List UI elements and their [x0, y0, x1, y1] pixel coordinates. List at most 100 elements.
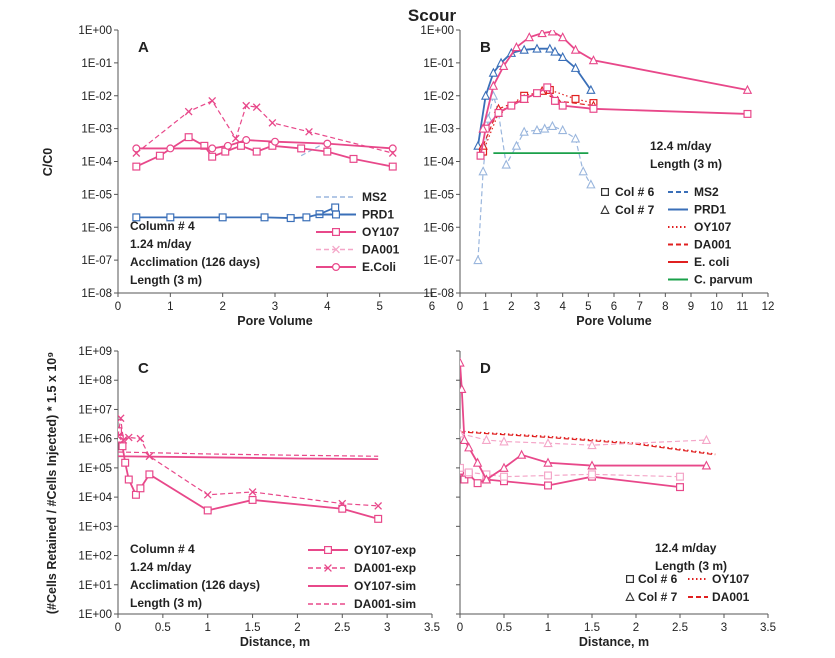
series-square-point [543, 83, 552, 92]
legend-label: OY107 [362, 225, 400, 239]
y-tick-label: 1E-03 [81, 124, 112, 136]
x-tick-label: 4 [559, 301, 566, 313]
y-tick-label: 1E-01 [423, 58, 454, 70]
legend-label: DA001 [362, 243, 400, 257]
series-square-point [118, 442, 127, 451]
y-tick-label: 1E-08 [423, 288, 454, 300]
series-triangle-point [578, 166, 588, 176]
x-tick-label: 0 [457, 622, 463, 634]
series-triangle-point [488, 80, 499, 90]
series-square-point [494, 108, 503, 117]
series-oy107 [132, 133, 397, 171]
series-triangle-point [473, 254, 483, 265]
legend-triangle-point [625, 591, 635, 601]
series-triangle-point [499, 436, 509, 446]
series-triangle-point [460, 357, 465, 367]
bottom-y-axis-label: (#Cells Retained / #Cells Injected) * 1.… [45, 352, 59, 614]
x-tick-label: 6 [429, 301, 435, 313]
y-tick-label: 1E-04 [423, 157, 454, 169]
x-tick-label: 5 [376, 301, 382, 313]
series-circle-point [242, 136, 251, 145]
series-triangle-point [586, 179, 596, 189]
annotation-b: 12.4 m/day Length (3 m) [650, 139, 722, 171]
series-square-point [476, 151, 485, 160]
series-square-point [331, 203, 340, 212]
series-square-point [252, 147, 261, 156]
series-da001-exp [118, 414, 383, 510]
series-square-point [124, 475, 133, 484]
series-triangle-point [547, 30, 558, 36]
x-tick-label: 12 [762, 301, 775, 313]
x-tick-label: 1 [545, 622, 551, 634]
series-square-point [121, 458, 130, 467]
series-square-point [550, 96, 559, 105]
series-triangle-point [532, 43, 542, 53]
annotation-c: Column # 4 1.24 m/day Acclimation (126 day… [130, 542, 260, 610]
series-square-point [543, 481, 552, 490]
y-tick-label: 1E+03 [78, 521, 112, 533]
panel-letter: A [138, 39, 149, 56]
y-tick-label: 1E+01 [78, 580, 112, 592]
series-triangle-point [519, 126, 529, 136]
series-oy107-exp [118, 427, 383, 523]
legend-label: Col # 6 [615, 185, 655, 199]
legend-label: MS2 [694, 185, 719, 199]
series-x-point [231, 134, 240, 143]
legend-square-point [332, 228, 341, 237]
y-tick-label: 1E-05 [81, 189, 112, 201]
y-tick-label: 1E-04 [81, 157, 112, 169]
series-square-point [131, 490, 140, 499]
series-x-point [248, 488, 257, 496]
series-triangle-point [481, 434, 492, 444]
series-square-point [218, 213, 227, 222]
series-line [460, 431, 716, 456]
legend-x-point [324, 564, 332, 572]
top-y-axis-label: C/C0 [41, 148, 55, 177]
legend-label: DA001-sim [354, 597, 416, 611]
series-x-point [242, 101, 251, 110]
series-square-point [473, 479, 482, 488]
annotation-d: 12.4 m/day Length (3 m) [655, 541, 727, 573]
x-tick-label: 8 [662, 301, 668, 313]
x-tick-label: 2 [633, 622, 639, 634]
series-x-point [208, 96, 217, 105]
series-square-point [118, 427, 122, 436]
annotation-line: Length (3 m) [650, 157, 722, 171]
series-square-point [520, 94, 529, 103]
series-square-point [236, 141, 245, 150]
series-circle-point [132, 144, 141, 153]
legend-x-point [332, 245, 340, 254]
legend-label: E.Coli [362, 260, 396, 274]
series-x-point [203, 490, 212, 499]
series-x-point [338, 499, 347, 508]
series-triangle-point [501, 159, 511, 169]
series-triangle-point [499, 462, 509, 472]
series-triangle-point [524, 32, 535, 42]
series-square-point [587, 470, 596, 479]
series-square-point [349, 154, 358, 163]
series-oy107-sim [118, 455, 379, 460]
series-square-point [323, 147, 332, 156]
series-triangle-point [588, 55, 599, 65]
x-tick-label: 5 [585, 301, 591, 313]
x-tick-label: 2 [508, 301, 514, 313]
y-tick-label: 1E-02 [81, 91, 112, 103]
series-square-point [132, 162, 141, 171]
x-tick-label: 0 [457, 301, 463, 313]
annotation-line: 1.24 m/day [130, 560, 192, 574]
legend-label: OY107 [712, 572, 750, 586]
series-triangle-point [701, 434, 712, 444]
series-triangle-point [460, 383, 467, 393]
series-triangle-point [488, 67, 499, 77]
series-square-point [558, 101, 567, 110]
series-triangle-point [586, 84, 596, 94]
series-triangle-point [519, 44, 529, 54]
x-tick-label: 3 [384, 622, 390, 634]
series-square-point [675, 483, 684, 492]
series-circle-point [166, 144, 175, 153]
series-square-point [166, 213, 175, 222]
series-triangle-point [516, 449, 527, 459]
x-tick-label: 3 [721, 622, 727, 634]
series-triangle-point [587, 439, 597, 450]
annotation-line: 12.4 m/day [655, 541, 717, 555]
